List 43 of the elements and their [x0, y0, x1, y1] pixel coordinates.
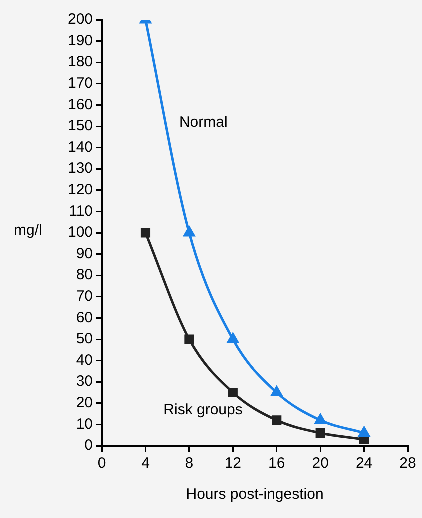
point [228, 333, 239, 344]
y-tick-label: 150 [68, 118, 94, 135]
point [140, 228, 151, 238]
x-axis-title: Hours post-ingestion [186, 486, 324, 504]
point [228, 388, 238, 398]
y-tick-label: 170 [68, 75, 94, 92]
y-tick-label: 160 [68, 96, 94, 114]
x-tick-label: 4 [142, 455, 150, 472]
point [271, 386, 282, 396]
x-tick-label: 24 [356, 455, 373, 472]
point [315, 414, 326, 424]
series-label: Normal [179, 114, 228, 132]
point [316, 428, 326, 438]
point [184, 334, 194, 344]
y-tick-label: 140 [68, 138, 94, 156]
y-tick-label: 60 [76, 309, 94, 326]
y-tick-label: 200 [68, 11, 94, 28]
y-tick-label: 20 [76, 394, 94, 412]
y-tick-label: 80 [76, 266, 94, 284]
y-tick-label: 110 [69, 202, 94, 220]
y-tick-label: 100 [68, 224, 94, 242]
x-tick-label: 8 [185, 455, 194, 472]
point [184, 226, 196, 237]
point [272, 416, 282, 426]
point [358, 426, 370, 437]
y-tick-label: 180 [68, 54, 94, 71]
y-tick-label: 30 [76, 373, 94, 390]
y-tick-label: 190 [68, 32, 94, 50]
x-tick-label: 0 [98, 455, 106, 472]
y-tick-label: 0 [84, 437, 94, 454]
y-tick-label: 40 [76, 352, 94, 369]
y-tick-label: 130 [68, 160, 94, 178]
x-tick-label: 20 [312, 455, 329, 472]
y-tick-label: 50 [76, 330, 94, 348]
y-tick-label: 120 [68, 182, 94, 199]
x-tick-label: 16 [268, 455, 286, 472]
y-tick-label: 90 [76, 245, 94, 262]
y-axis-title: mg/l [14, 222, 42, 240]
y-tick-label: 70 [76, 288, 94, 306]
x-tick-label: 12 [224, 455, 242, 472]
y-tick-label: 10 [76, 416, 94, 433]
series-label: Risk groups [164, 402, 243, 419]
x-tick-label: 28 [400, 455, 416, 472]
